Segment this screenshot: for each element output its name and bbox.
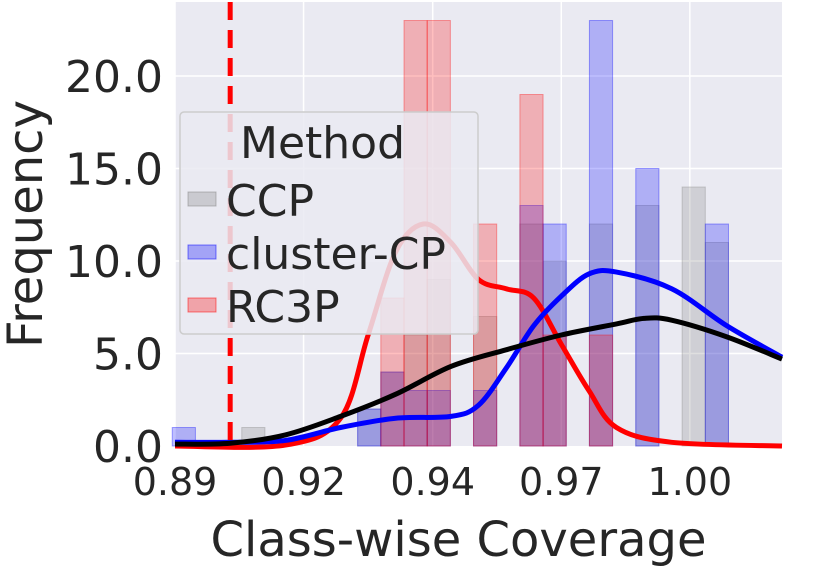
legend-label-0: CCP [226,176,314,227]
legend-title: Method [240,118,405,169]
y-tick-labels: 0.0 5.0 10.0 15.0 20.0 [65,52,163,473]
y-tick-label-2: 10.0 [65,237,163,288]
y-tick-label-0: 0.0 [93,422,163,473]
bar-ccp-10 [681,186,706,447]
bar-cluster-cp-8 [588,20,614,447]
kde-line-ccp [174,315,783,447]
x-tick-label-1: 0.92 [261,460,346,504]
bar-ccp-8 [588,223,614,447]
legend-box [179,111,479,335]
x-tick-label-0: 0.89 [133,460,218,504]
x-axis-label: Class-wise Coverage [211,512,707,567]
y-tick-label-4: 20.0 [65,52,163,103]
bar-rc3p-4 [519,94,544,447]
x-tick-labels: 0.89 0.92 0.94 0.97 1.00 [133,460,732,504]
x-tick-label-4: 1.00 [648,460,733,504]
y-axis-label: Frequency [0,100,54,348]
bar-ccp-9 [635,205,660,447]
bar-cluster-cp-9 [635,168,660,447]
legend-swatch-1 [187,244,217,260]
bar-rc3p-6 [588,334,614,447]
y-tick-label-1: 5.0 [93,330,163,381]
x-tick-label-3: 0.97 [519,460,604,504]
legend-swatch-0 [187,191,217,207]
y-tick-label-3: 15.0 [65,145,163,196]
legend-label-2: RC3P [226,282,340,333]
bar-cluster-cp-1 [357,408,382,447]
x-tick-label-2: 0.94 [390,460,475,504]
kde-line-cluster-cp [174,268,784,445]
bar-ccp-1 [357,408,382,447]
legend-swatch-2 [187,297,217,313]
legend-label-1: cluster-CP [226,229,446,280]
bar-ccp-6 [519,223,544,447]
